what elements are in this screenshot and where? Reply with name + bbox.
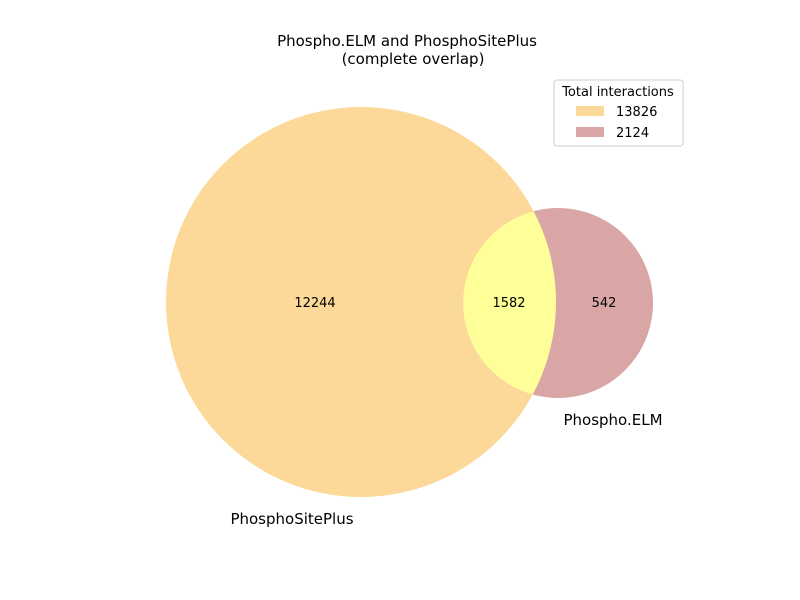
count-intersection: 1582 xyxy=(492,296,525,311)
legend-title: Total interactions xyxy=(561,85,674,100)
legend-swatch-phosphoelm xyxy=(576,127,604,137)
set-label-phosphositeplus: PhosphoSitePlus xyxy=(230,510,353,528)
set-label-phosphoelm: Phospho.ELM xyxy=(563,411,662,429)
chart-title: Phospho.ELM and PhosphoSitePlus xyxy=(277,32,537,50)
count-phosphositeplus-only: 12244 xyxy=(294,296,335,311)
chart-subtitle: (complete overlap) xyxy=(342,50,485,68)
count-phosphoelm-only: 542 xyxy=(592,296,617,311)
set-circle-phosphositeplus xyxy=(166,107,556,497)
legend-swatch-phosphositeplus xyxy=(576,106,604,116)
legend-label-phosphositeplus: 13826 xyxy=(616,105,657,120)
legend: Total interactions 13826 2124 xyxy=(553,79,684,147)
legend-label-phosphoelm: 2124 xyxy=(616,126,649,141)
